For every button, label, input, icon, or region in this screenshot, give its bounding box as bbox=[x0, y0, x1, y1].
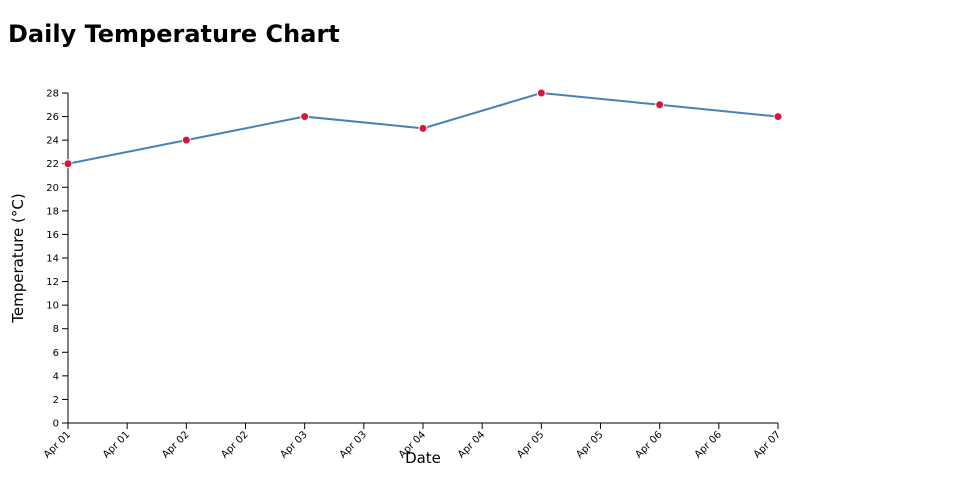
x-axis-label: Date bbox=[405, 449, 441, 467]
x-tick-label: Apr 07 bbox=[752, 429, 783, 460]
y-tick-label: 10 bbox=[46, 301, 59, 312]
y-tick-label: 8 bbox=[53, 324, 59, 335]
data-point bbox=[536, 88, 546, 98]
x-tick-label: Apr 06 bbox=[693, 429, 724, 460]
y-tick-label: 26 bbox=[46, 112, 59, 123]
data-point bbox=[181, 135, 191, 145]
data-point bbox=[418, 123, 428, 133]
y-tick-label: 18 bbox=[46, 206, 59, 217]
x-tick-label: Apr 05 bbox=[515, 429, 546, 460]
data-point bbox=[300, 112, 310, 122]
y-tick-label: 4 bbox=[53, 371, 59, 382]
x-tick-label: Apr 06 bbox=[634, 429, 665, 460]
data-point bbox=[655, 100, 665, 110]
y-tick-label: 20 bbox=[46, 183, 59, 194]
x-tick-label: Apr 05 bbox=[574, 429, 605, 460]
chart-title: Daily Temperature Chart bbox=[8, 20, 340, 48]
y-tick-label: 0 bbox=[53, 419, 59, 430]
data-points bbox=[63, 88, 783, 169]
data-point bbox=[773, 112, 783, 122]
x-tick-label: Apr 01 bbox=[101, 429, 132, 460]
x-tick-label: Apr 04 bbox=[456, 429, 487, 460]
y-tick-label: 6 bbox=[53, 348, 59, 359]
y-axis-label: Temperature (°C) bbox=[9, 193, 27, 323]
x-tick-label: Apr 02 bbox=[219, 429, 250, 460]
y-tick-label: 16 bbox=[46, 230, 59, 241]
x-tick-label: Apr 03 bbox=[338, 429, 369, 460]
y-tick-label: 24 bbox=[46, 136, 59, 147]
x-tick-label: Apr 02 bbox=[160, 429, 191, 460]
data-point bbox=[63, 159, 73, 169]
x-tick-label: Apr 01 bbox=[42, 429, 73, 460]
y-tick-label: 14 bbox=[46, 254, 59, 265]
y-tick-label: 22 bbox=[46, 159, 59, 170]
y-tick-label: 12 bbox=[46, 277, 59, 288]
y-tick-label: 2 bbox=[53, 395, 59, 406]
x-tick-label: Apr 03 bbox=[279, 429, 310, 460]
y-tick-label: 28 bbox=[46, 89, 59, 100]
